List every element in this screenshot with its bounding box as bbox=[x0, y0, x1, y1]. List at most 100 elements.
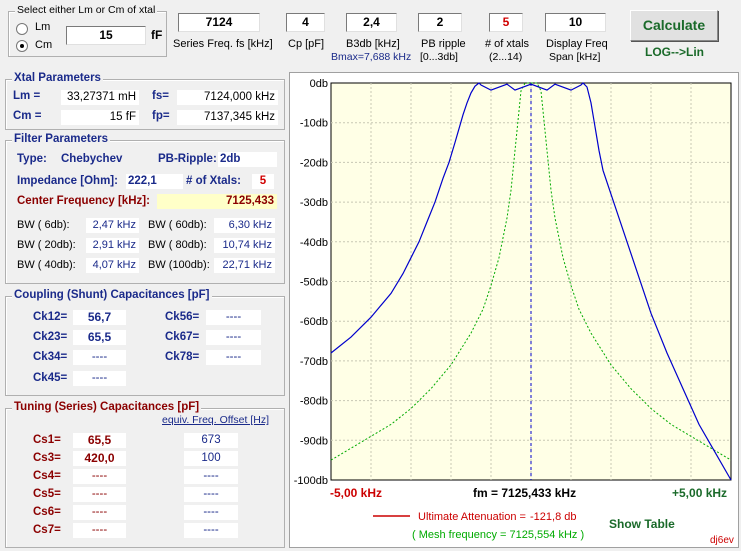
log-lin-toggle[interactable]: LOG-->Lin bbox=[645, 45, 704, 59]
legend-attenuation-value: -121,8 db bbox=[530, 511, 576, 523]
bw-20db-label: BW ( 20db): bbox=[17, 239, 76, 251]
y-tick-label: -90db bbox=[300, 435, 328, 447]
ck78-value: ---- bbox=[206, 350, 261, 365]
ck34-value: ---- bbox=[73, 350, 126, 365]
pb-ripple-input[interactable]: 2 bbox=[418, 13, 462, 32]
y-tick-label: -100db bbox=[294, 475, 328, 487]
xtal-parameters-group: Xtal Parameters Lm = 33,27371 mH fs= 712… bbox=[5, 72, 285, 130]
cs4-offset: ---- bbox=[184, 469, 238, 484]
filter-response-line bbox=[330, 82, 732, 481]
filter-parameters-group: Filter Parameters Type: Chebychev PB-Rip… bbox=[5, 133, 285, 284]
radio-lm-label: Lm bbox=[35, 21, 51, 33]
legend-mesh-frequency: ( Mesh frequency = 7125,554 kHz ) bbox=[412, 529, 584, 541]
ck78-label: Ck78= bbox=[165, 351, 200, 363]
impedance-value: 222,1 bbox=[126, 174, 183, 189]
ck12-value: 56,7 bbox=[73, 310, 126, 325]
cs3-value: 420,0 bbox=[73, 451, 126, 466]
radio-cm-label: Cm bbox=[35, 39, 53, 51]
fs-label: fs= bbox=[152, 90, 169, 102]
center-freq-label: Center Frequency [kHz]: bbox=[17, 195, 150, 207]
radio-lm[interactable] bbox=[16, 23, 28, 35]
legend-attenuation-label: Ultimate Attenuation = bbox=[418, 511, 526, 523]
series-freq-input[interactable]: 7124 bbox=[178, 13, 260, 32]
fp-value: 7137,345 kHz bbox=[177, 110, 278, 125]
cs3-offset: 100 bbox=[184, 451, 238, 466]
y-tick-label: 0db bbox=[310, 78, 328, 90]
lm-value: 33,27371 mH bbox=[61, 90, 139, 105]
fs-value: 7124,000 kHz bbox=[177, 90, 278, 105]
chart-panel: 0db -10db -20db -30db -40db -50db -60db -70db -8… bbox=[289, 72, 739, 548]
tuning-capacitances-group: Tuning (Series) Capacitances [pF] equiv.… bbox=[5, 401, 285, 548]
y-tick-label: -10db bbox=[300, 118, 328, 130]
bw-6db-label: BW ( 6db): bbox=[17, 219, 70, 231]
num-xtals-param-label: # of Xtals: bbox=[186, 175, 241, 187]
ck23-label: Ck23= bbox=[33, 331, 68, 343]
ck23-value: 65,5 bbox=[73, 330, 126, 345]
cs5-value: ---- bbox=[73, 487, 126, 502]
num-xtals-param-value: 5 bbox=[252, 174, 274, 189]
show-table-link[interactable]: Show Table bbox=[609, 517, 675, 531]
bmax-label: Bmax=7,688 kHz bbox=[331, 51, 412, 63]
cs5-label: Cs5= bbox=[33, 488, 61, 500]
radio-cm[interactable] bbox=[16, 40, 28, 52]
pb-ripple-range: [0...3db] bbox=[420, 51, 458, 63]
bw-100db-label: BW (100db): bbox=[148, 259, 210, 271]
cs6-value: ---- bbox=[73, 505, 126, 520]
cs7-value: ---- bbox=[73, 523, 126, 538]
mesh-response-line bbox=[330, 82, 732, 461]
bw-40db-label: BW ( 40db): bbox=[17, 259, 76, 271]
bw-80db-value: 10,74 kHz bbox=[214, 238, 275, 253]
ck67-value: ---- bbox=[206, 330, 261, 345]
ck45-label: Ck45= bbox=[33, 372, 68, 384]
cs6-offset: ---- bbox=[184, 505, 238, 520]
cs5-offset: ---- bbox=[184, 487, 238, 502]
lm-cm-unit: fF bbox=[151, 28, 163, 42]
bw-6db-value: 2,47 kHz bbox=[86, 218, 139, 233]
type-value: Chebychev bbox=[61, 153, 123, 165]
y-tick-label: -80db bbox=[300, 396, 328, 408]
bw-80db-label: BW ( 80db): bbox=[148, 239, 207, 251]
num-xtals-input[interactable]: 5 bbox=[489, 13, 523, 32]
cs4-value: ---- bbox=[73, 469, 126, 484]
y-tick-label: -50db bbox=[300, 277, 328, 289]
cp-input[interactable]: 4 bbox=[286, 13, 325, 32]
select-group-title: Select either Lm or Cm of xtal bbox=[15, 4, 158, 16]
bw-40db-value: 4,07 kHz bbox=[86, 258, 139, 273]
ck45-value: ---- bbox=[73, 371, 126, 386]
fp-label: fp= bbox=[152, 110, 170, 122]
x-right-label: +5,00 kHz bbox=[672, 486, 727, 500]
response-chart: 0db -10db -20db -30db -40db -50db -60db -70db -8… bbox=[294, 78, 734, 546]
y-tick-label: -40db bbox=[300, 237, 328, 249]
impedance-label: Impedance [Ohm]: bbox=[17, 175, 118, 187]
pb-ripple-param-label: PB-Ripple: bbox=[158, 153, 217, 165]
ck34-label: Ck34= bbox=[33, 351, 68, 363]
lm-cm-value-input[interactable]: 15 bbox=[66, 26, 146, 45]
coupling-capacitances-group: Coupling (Shunt) Capacitances [pF] Ck12=… bbox=[5, 289, 285, 396]
b3db-label: B3db [kHz] bbox=[346, 38, 400, 50]
bw-60db-label: BW ( 60db): bbox=[148, 219, 207, 231]
cs3-label: Cs3= bbox=[33, 452, 61, 464]
filter-parameters-title: Filter Parameters bbox=[12, 133, 110, 145]
x-center-label: fm = 7125,433 kHz bbox=[473, 486, 576, 500]
display-span-label: Display Freq bbox=[546, 38, 608, 50]
pb-ripple-param-value: 2db bbox=[218, 152, 277, 167]
cm-value: 15 fF bbox=[61, 110, 139, 125]
pb-ripple-label: PB ripple bbox=[421, 38, 466, 50]
signature-label: dj6ev bbox=[710, 535, 734, 546]
num-xtals-range: (2...14) bbox=[489, 51, 523, 63]
x-left-label: -5,00 kHz bbox=[330, 486, 382, 500]
lm-label: Lm = bbox=[13, 90, 41, 102]
cm-label: Cm = bbox=[13, 110, 42, 122]
y-tick-label: -70db bbox=[300, 356, 328, 368]
ck56-label: Ck56= bbox=[165, 311, 200, 323]
coupling-capacitances-title: Coupling (Shunt) Capacitances [pF] bbox=[12, 289, 212, 301]
b3db-input[interactable]: 2,4 bbox=[346, 13, 397, 32]
center-freq-value: 7125,433 bbox=[157, 194, 277, 209]
cs1-value: 65,5 bbox=[73, 433, 126, 448]
y-tick-labels: 0db -10db -20db -30db -40db -50db -60db -70db -8… bbox=[294, 78, 328, 487]
cs7-label: Cs7= bbox=[33, 524, 61, 536]
display-span-input[interactable]: 10 bbox=[545, 13, 606, 32]
calculate-button[interactable]: Calculate bbox=[630, 10, 718, 41]
ck56-value: ---- bbox=[206, 310, 261, 325]
ck12-label: Ck12= bbox=[33, 311, 68, 323]
